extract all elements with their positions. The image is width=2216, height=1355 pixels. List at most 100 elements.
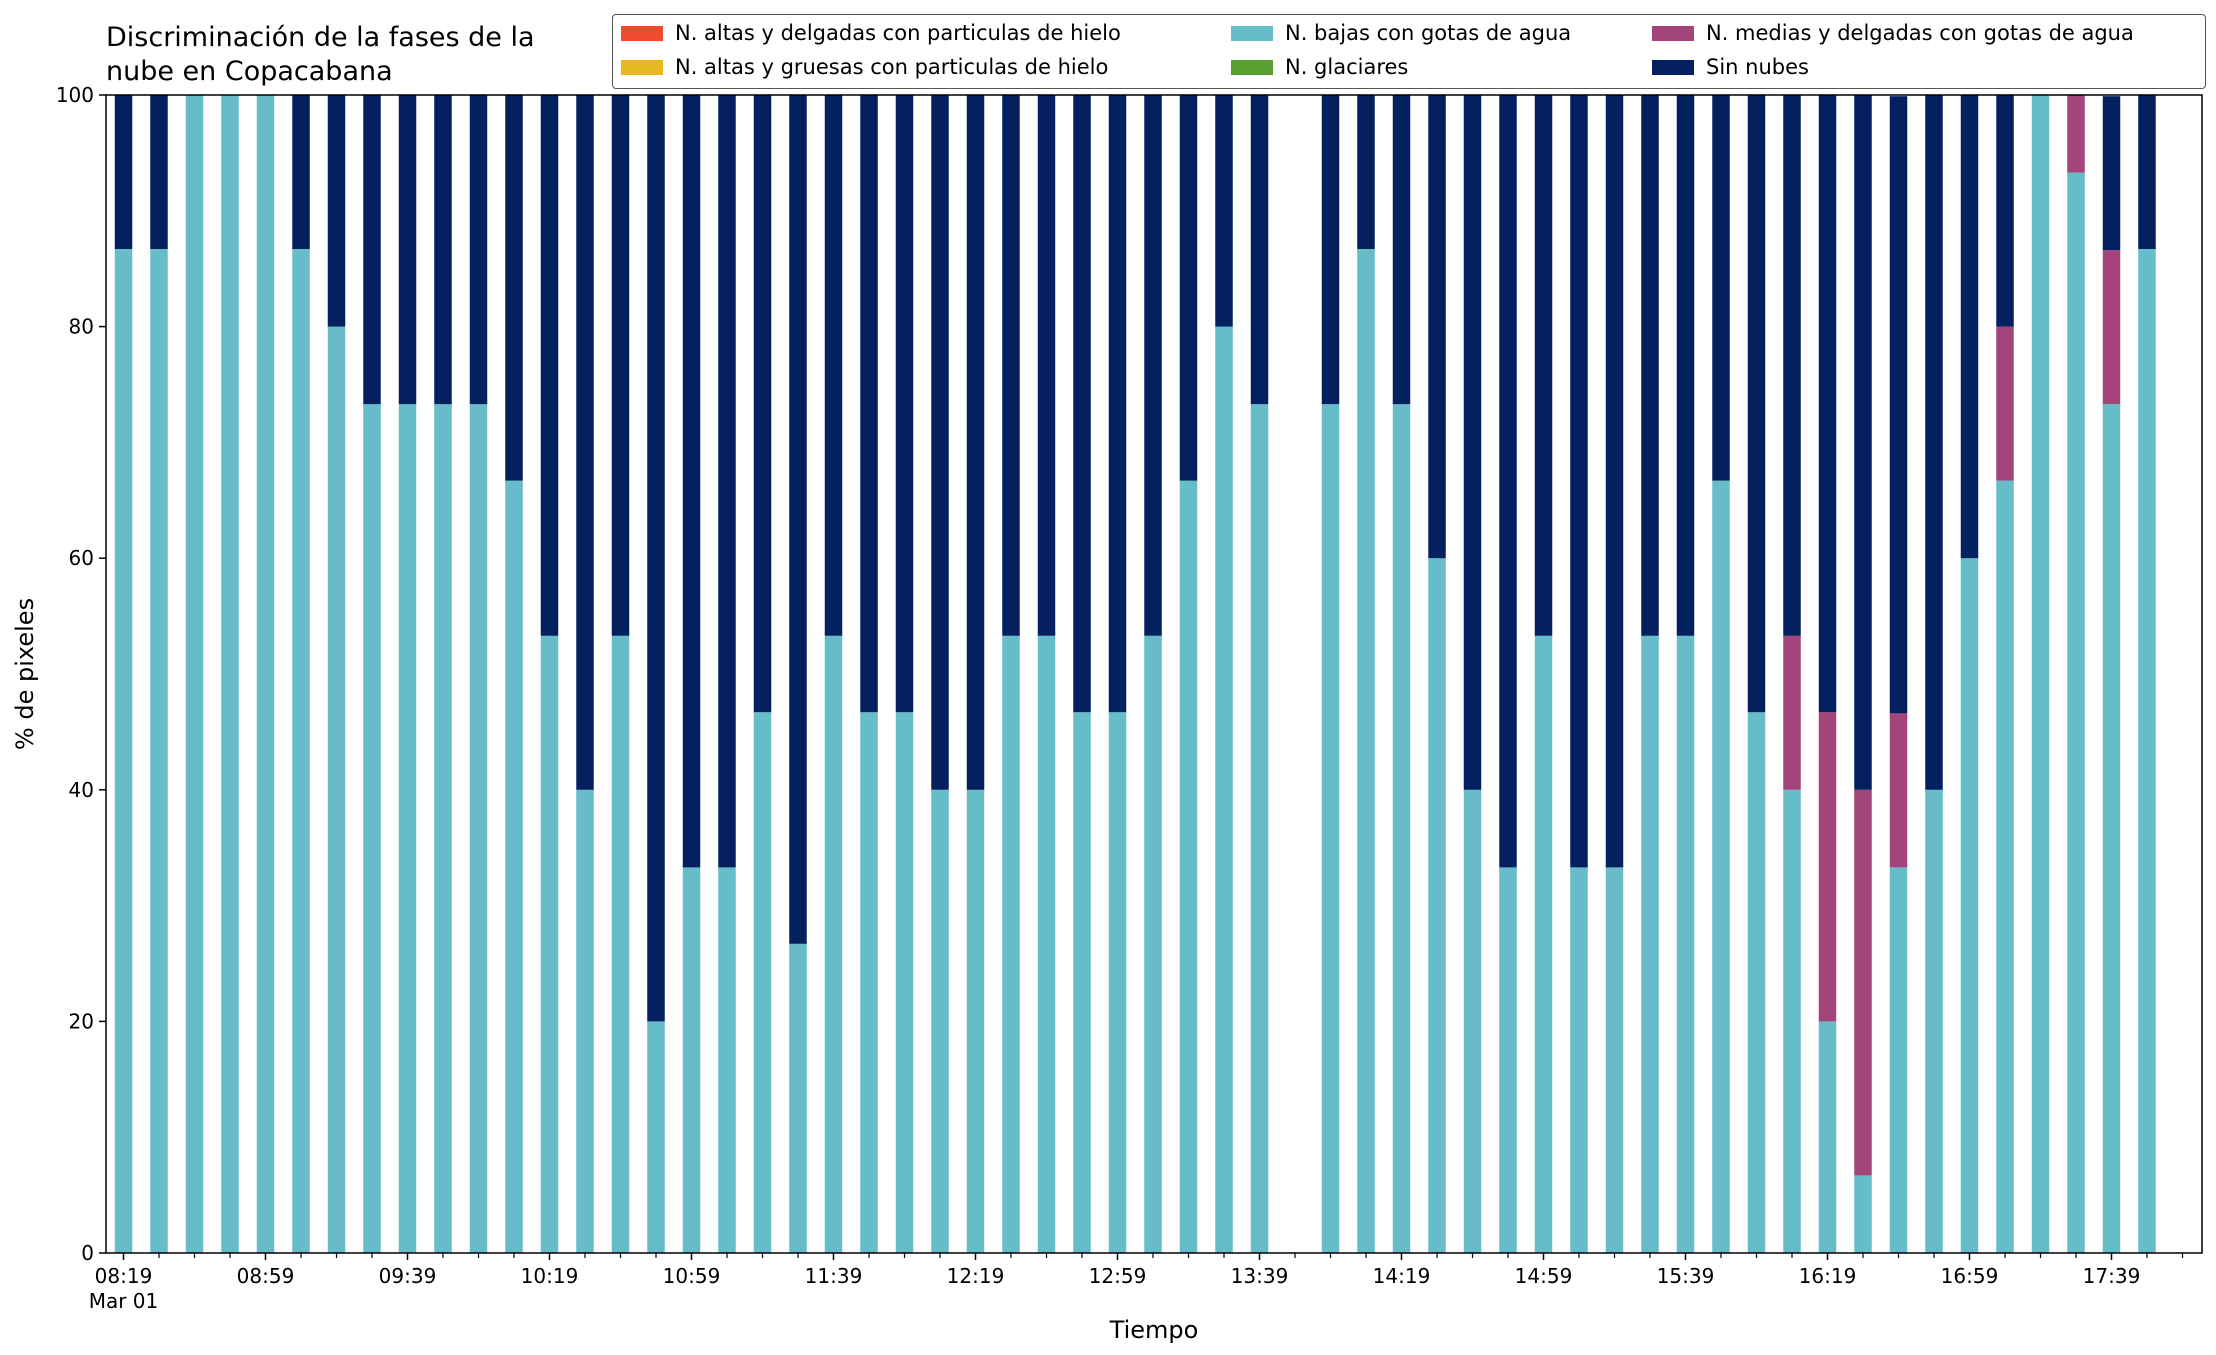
bar-segment: [1996, 95, 2014, 327]
bar-segment: [540, 635, 559, 1253]
bar-segment: [1818, 1021, 1837, 1253]
bar-segment: [1108, 712, 1127, 1253]
x-tick-label: 13:39: [1231, 1264, 1289, 1288]
bar-segment: [327, 95, 346, 327]
chart-title-line-2: nube en Copacabana: [106, 56, 393, 87]
legend-item-glaciares: N. glaciares: [1231, 55, 1408, 79]
legend-item-medias: N. medias y delgadas con gotas de agua: [1652, 21, 2134, 45]
bar-segment: [1357, 95, 1375, 250]
x-tick-label: 17:39: [2083, 1264, 2141, 1288]
bar-segment: [1428, 558, 1446, 1253]
bar-segment: [647, 95, 665, 1022]
bar-segment: [931, 789, 949, 1253]
bar-segment: [1783, 95, 1801, 636]
bar-segment: [434, 404, 452, 1253]
plot-frame: [105, 94, 2203, 1254]
bar-segment: [1250, 95, 1269, 405]
bar-segment: [1144, 95, 1162, 636]
bar-segment: [966, 95, 985, 790]
bar-segment: [1925, 789, 1943, 1253]
legend-swatch: [1231, 60, 1273, 75]
bar-segment: [1783, 789, 1801, 1253]
x-tick-label: 08:59: [237, 1264, 295, 1288]
bar-segment: [292, 249, 310, 1253]
bar-segment: [150, 249, 168, 1253]
x-tick-label: 16:59: [1941, 1264, 1999, 1288]
bar-segment: [1499, 95, 1517, 868]
bar-segment: [1818, 95, 1837, 713]
legend-swatch: [1231, 26, 1273, 41]
bar-segment: [682, 95, 701, 868]
bar-segment: [434, 95, 452, 405]
bar-segment: [1002, 635, 1020, 1253]
y-tick-label: 100: [56, 83, 94, 107]
bar-segment: [1215, 326, 1233, 1254]
bar-segment: [327, 326, 346, 1254]
bar-segment: [114, 249, 133, 1253]
bar-segment: [1002, 95, 1020, 636]
bar-segment: [469, 404, 488, 1253]
bar-segment: [2102, 250, 2121, 405]
bar-segment: [1463, 95, 1482, 790]
legend-item-altas-delgadas: N. altas y delgadas con particulas de hi…: [621, 21, 1121, 45]
bar-segment: [363, 95, 381, 405]
legend-swatch: [621, 60, 663, 75]
bar-segment: [931, 95, 949, 790]
bar-segment: [1179, 480, 1198, 1253]
bar-segment: [824, 635, 843, 1253]
bar-segment: [2067, 95, 2085, 173]
bar-segment: [1747, 95, 1766, 713]
y-tick-label: 60: [69, 546, 94, 570]
bar-segment: [2102, 404, 2121, 1253]
bar-segment: [1357, 249, 1375, 1253]
legend-label: N. altas y gruesas con particulas de hie…: [675, 55, 1109, 79]
x-date-label: Mar 01: [89, 1289, 159, 1313]
bar-segment: [1463, 789, 1482, 1253]
bar-segment: [150, 95, 168, 250]
y-tick-label: 80: [69, 315, 94, 339]
legend-label: N. glaciares: [1285, 55, 1409, 79]
y-axis-label: % de pixeles: [11, 598, 39, 750]
bar-segment: [505, 95, 523, 481]
x-tick-label: 16:19: [1799, 1264, 1857, 1288]
bar-segment: [1570, 867, 1588, 1253]
bar-segment: [1889, 96, 1908, 714]
bar-segment: [2102, 96, 2121, 251]
bar-segment: [966, 789, 985, 1253]
x-tick-label: 14:59: [1515, 1264, 1573, 1288]
bar-segment: [1108, 95, 1127, 713]
bar-segment: [576, 789, 594, 1253]
bar-segment: [1534, 635, 1553, 1253]
bar-segment: [860, 95, 878, 713]
bar-segment: [1641, 635, 1659, 1253]
bar-segment: [647, 1021, 665, 1253]
bar-segment: [363, 404, 381, 1253]
legend-label: N. bajas con gotas de agua: [1285, 21, 1572, 45]
bar-segment: [895, 95, 914, 713]
bar-segment: [1889, 867, 1908, 1253]
bar-segment: [114, 95, 133, 250]
bar-segment: [256, 95, 275, 1253]
bar-segment: [1179, 95, 1198, 481]
bar-segment: [576, 95, 594, 790]
x-tick-label: 12:19: [947, 1264, 1005, 1288]
bar-segment: [718, 867, 736, 1253]
bar-segment: [1960, 95, 1979, 559]
legend-label: N. medias y delgadas con gotas de agua: [1706, 21, 2134, 45]
x-tick-label: 14:19: [1373, 1264, 1431, 1288]
bars-group: [114, 95, 2156, 1254]
bar-segment: [789, 95, 807, 944]
bar-segment: [1215, 95, 1233, 327]
bar-segment: [185, 95, 204, 1253]
bar-segment: [1676, 95, 1695, 636]
bar-segment: [1073, 95, 1091, 713]
chart-title-line-1: Discriminación de la fases de la: [106, 22, 535, 53]
y-tick-label: 40: [69, 778, 94, 802]
bar-segment: [1250, 404, 1269, 1253]
bar-segment: [221, 95, 239, 1253]
bar-segment: [789, 943, 807, 1253]
x-tick-label: 09:39: [379, 1264, 437, 1288]
bar-segment: [469, 95, 488, 405]
bar-segment: [292, 95, 310, 250]
